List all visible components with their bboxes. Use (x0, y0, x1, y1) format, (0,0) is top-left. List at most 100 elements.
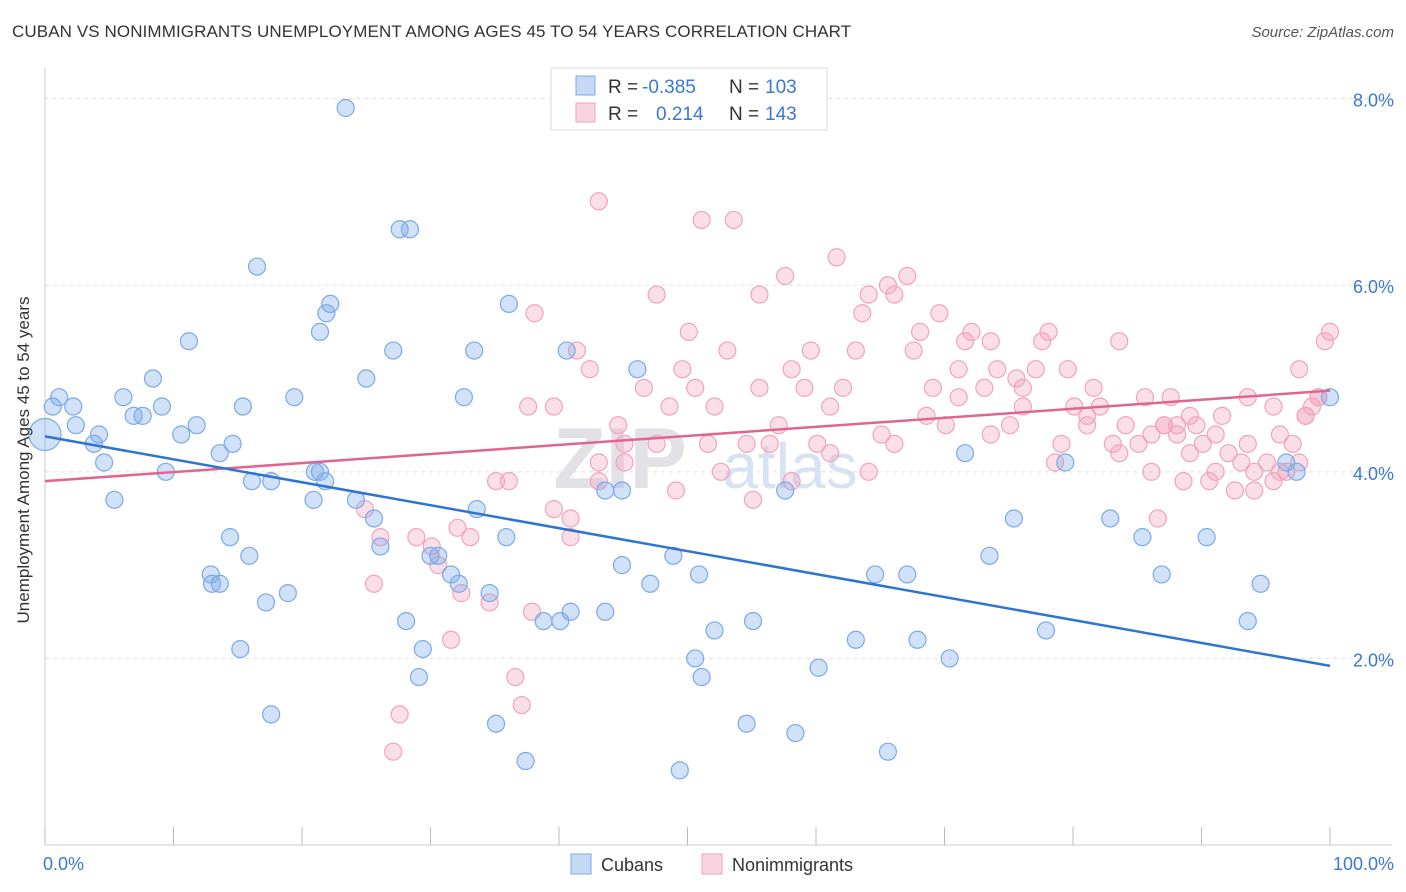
cubans-point (1056, 453, 1075, 472)
nonimmigrants-point (821, 444, 840, 463)
cubans-point (95, 453, 114, 472)
nonimmigrants-point (1116, 416, 1135, 435)
nonimmigrants-point (525, 304, 544, 323)
nonimmigrants-point (673, 360, 692, 379)
nonimmigrants-point (1270, 425, 1289, 444)
cubans-point (1101, 509, 1120, 528)
chart-title: CUBAN VS NONIMMIGRANTS UNEMPLOYMENT AMON… (12, 22, 852, 41)
nonimmigrants-point (872, 425, 891, 444)
cubans-point (231, 639, 250, 659)
nonimmigrants-point (1200, 472, 1219, 491)
cubans-point (561, 602, 580, 621)
cubans-point (596, 602, 615, 621)
nonimmigrants-point (499, 472, 518, 491)
nonimmigrants-point (859, 285, 878, 304)
nonimmigrants-point (1277, 462, 1296, 481)
nonimmigrants-point (885, 434, 904, 453)
cubans-point (262, 705, 281, 724)
nonimmigrants-point (1007, 369, 1026, 388)
nonimmigrants-point (512, 695, 531, 715)
nonimmigrants-point (750, 285, 769, 304)
cubans-point (321, 294, 340, 314)
grid-lines (45, 98, 1392, 659)
nonimmigrants-point (1045, 453, 1065, 472)
cubans-point (409, 667, 429, 687)
cubans-point (202, 574, 222, 593)
nonimmigrants-point (448, 518, 467, 537)
nonimmigrants-point (724, 210, 743, 230)
nonimmigrants-point (666, 481, 686, 500)
nonimmigrants-point (1212, 406, 1232, 425)
nonimmigrants-point (1320, 322, 1340, 341)
cubans-point (413, 639, 432, 659)
nonimmigrants-point (1058, 360, 1077, 379)
nonimmigrants-point (821, 397, 840, 416)
legend-cubans-r-label: R = (608, 77, 638, 98)
nonimmigrants-point (833, 378, 853, 397)
nonimmigrants-point (930, 304, 949, 323)
cubans-point (89, 425, 109, 444)
cubans-point (233, 397, 252, 416)
cubans-point (114, 388, 133, 407)
nonimmigrants-point (544, 500, 563, 519)
cubans-point (743, 611, 763, 631)
cubans-point (336, 98, 355, 118)
nonimmigrants-point (679, 322, 698, 341)
nonimmigrants-point (589, 472, 608, 491)
nonimmigrants-point (737, 434, 756, 453)
legend-top: R = -0.385 N = 103 R = 0.214 N = 143 (550, 67, 828, 131)
nonimmigrants-point (1232, 453, 1251, 472)
cubans-point (480, 584, 499, 603)
cubans-point (737, 714, 756, 733)
nonimmigrants-point (910, 322, 930, 341)
cubans-point (210, 444, 229, 463)
nonimmigrants-point (1283, 434, 1302, 453)
cubans-point (66, 416, 85, 435)
legend-bottom-cubans-swatch (570, 853, 592, 875)
nonimmigrants-point (923, 378, 943, 397)
nonimmigrants-point (1302, 397, 1322, 416)
nonimmigrants-point (859, 462, 878, 481)
cubans-point (776, 481, 795, 500)
nonimmigrants-point (1103, 434, 1122, 453)
legend-cubans-swatch (575, 75, 596, 96)
nonimmigrants-point (407, 528, 426, 547)
nonimmigrants-point (561, 509, 580, 528)
nonimmigrants-point (480, 593, 499, 612)
nonimmigrants-point (506, 667, 525, 687)
nonimmigrants-point (975, 378, 994, 397)
cubans-trend-line (44, 435, 1331, 668)
y-axis-label: Unemployment Among Ages 45 to 54 years (14, 296, 33, 624)
nonimmigrants-point (705, 397, 724, 416)
nonimmigrants-point (692, 210, 711, 230)
nonimmigrants-point (1206, 462, 1225, 481)
cubans-points (28, 98, 1340, 780)
nonimmigrants-point (782, 360, 801, 379)
cubans-point (124, 406, 143, 425)
nonimmigrants-point (782, 472, 801, 491)
cubans-point (187, 416, 206, 435)
cubans-point (371, 537, 390, 556)
cubans-point (441, 565, 461, 584)
nonimmigrants-point (1026, 360, 1045, 379)
cubans-point (670, 761, 689, 780)
cubans-point (1251, 574, 1270, 593)
cubans-point (809, 658, 828, 677)
nonimmigrants-point (660, 397, 679, 416)
nonimmigrants-point (1264, 397, 1283, 416)
nonimmigrants-point (1187, 416, 1206, 435)
nonimmigrants-point (827, 248, 846, 267)
y-tick-label: 8.0% (1353, 91, 1394, 111)
nonimmigrants-point (567, 341, 587, 360)
cubans-point (786, 723, 805, 743)
cubans-point (310, 462, 330, 481)
cubans-point (692, 667, 711, 687)
nonimmigrants-point (743, 490, 763, 509)
cubans-point (317, 304, 336, 323)
nonimmigrants-point (1052, 434, 1071, 453)
nonimmigrants-point (750, 378, 769, 397)
cubans-point (28, 417, 62, 452)
nonimmigrants-point (981, 425, 1000, 444)
nonimmigrants-point (698, 434, 718, 453)
cubans-point (628, 360, 647, 379)
